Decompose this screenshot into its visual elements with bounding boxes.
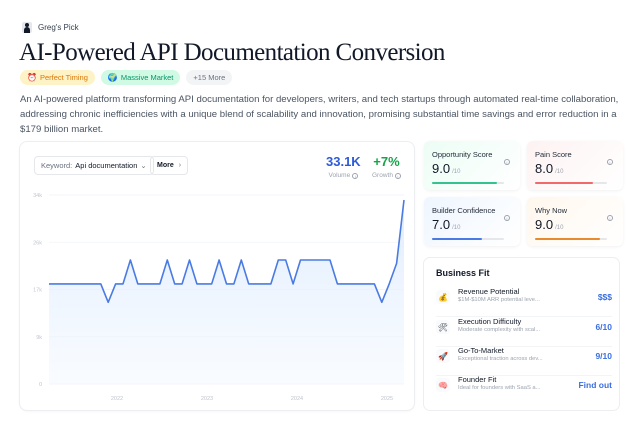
business-fit-title: Business Fit [436,268,490,278]
volume-value: 33.1K [326,154,361,169]
info-icon[interactable]: i [607,215,613,221]
volume-stat: 33.1K Volume i [326,154,361,179]
score-label: Opportunity Score [432,150,493,159]
score-bar [535,238,607,240]
score-bar [535,182,607,184]
score-value: 7.0/10 [432,217,461,232]
badge-list: ⏰ Perfect Timing 🌍 Massive Market +15 Mo… [20,70,233,85]
why-now-card: Why Now i 9.0/10 [527,197,623,246]
more-badges-button[interactable]: +15 More [186,70,233,85]
row-value: 6/10 [595,322,612,332]
chevron-right-icon: › [178,162,182,169]
score-label: Why Now [535,206,568,215]
score-bar [432,238,504,240]
alarm-clock-icon: ⏰ [27,73,37,82]
x-axis-labels: 2022 2023 2024 2025 [111,396,393,402]
growth-value: +7% [373,154,400,169]
row-subtitle: Ideal for founders with SaaS a... [458,385,541,391]
row-title: Execution Difficulty [458,317,522,326]
description: An AI-powered platform transforming API … [20,94,619,135]
volume-chart[interactable]: 0 9k 17k 26k 34k 2022 2023 2024 2025 [20,142,416,412]
globe-icon: 🌍 [107,73,118,82]
tools-icon: 🛠 [436,320,450,334]
svg-text:2023: 2023 [201,396,213,402]
svg-text:2025: 2025 [381,396,393,402]
business-fit-row-revenue-potential[interactable]: 💰 Revenue Potential $1M-$10M ARR potenti… [436,287,612,317]
pain-score-card: Pain Score i 8.0/10 [527,141,623,190]
svg-text:26k: 26k [33,240,42,246]
opportunity-score-card: Opportunity Score i 9.0/10 [424,141,520,190]
page-title: AI-Powered API Documentation Conversion [19,39,445,66]
keyword-value: Api documentation [75,161,138,170]
keyword-dropdown[interactable]: Keyword: Api documentation ⌄ [34,156,154,175]
row-value: $$$ [597,292,612,302]
business-fit-row-execution-difficulty[interactable]: 🛠 Execution Difficulty Moderate complexi… [436,317,612,347]
avatar-icon [22,22,32,33]
svg-text:0: 0 [39,382,42,388]
info-icon[interactable]: i [504,159,510,165]
score-value: 9.0/10 [432,161,461,176]
gregs-pick: Greg's Pick [22,22,79,33]
row-value: 9/10 [595,351,612,361]
badge-perfect-timing[interactable]: ⏰ Perfect Timing [20,70,95,85]
pick-label: Greg's Pick [38,23,79,32]
score-value: 8.0/10 [535,161,564,176]
chart-area [49,200,404,384]
row-title: Go-To-Market [458,346,504,355]
business-fit-row-go-to-market[interactable]: 🚀 Go-To-Market Exceptional traction acro… [436,346,612,376]
row-subtitle: Exceptional traction across dev... [458,356,543,362]
chart-line [49,199,405,304]
info-icon[interactable]: i [394,172,401,179]
business-fit-card: Business Fit 💰 Revenue Potential $1M-$10… [423,257,620,411]
brain-icon: 🧠 [436,378,450,392]
row-subtitle: $1M-$10M ARR potential leve... [458,297,540,303]
trend-chart-card: Keyword: Api documentation ⌄ More › 33.1… [19,141,415,411]
growth-stat: +7% Growth i [372,154,401,179]
svg-text:2022: 2022 [111,396,123,402]
row-subtitle: Moderate complexity with scal... [458,327,541,333]
score-value: 9.0/10 [535,217,564,232]
chevron-down-icon: ⌄ [140,161,147,170]
business-fit-row-founder-fit[interactable]: 🧠 Founder Fit Ideal for founders with Sa… [436,375,612,405]
y-axis-labels: 0 9k 17k 26k 34k [33,193,42,388]
svg-text:17k: 17k [33,288,42,294]
row-title: Revenue Potential [458,287,520,296]
more-button[interactable]: More › [150,156,189,175]
svg-text:9k: 9k [36,335,42,341]
money-bag-icon: 💰 [436,290,450,304]
badge-massive-market[interactable]: 🌍 Massive Market [100,70,181,85]
row-title: Founder Fit [458,375,497,384]
builder-confidence-card: Builder Confidence i 7.0/10 [424,197,520,246]
svg-text:34k: 34k [33,193,42,199]
info-icon[interactable]: i [504,215,510,221]
info-icon[interactable]: i [607,159,613,165]
score-label: Pain Score [535,150,572,159]
score-bar [432,182,504,184]
score-label: Builder Confidence [432,206,496,215]
svg-text:2024: 2024 [291,396,303,402]
rocket-icon: 🚀 [436,349,450,363]
info-icon[interactable]: i [352,172,359,179]
row-value[interactable]: Find out [578,380,612,390]
